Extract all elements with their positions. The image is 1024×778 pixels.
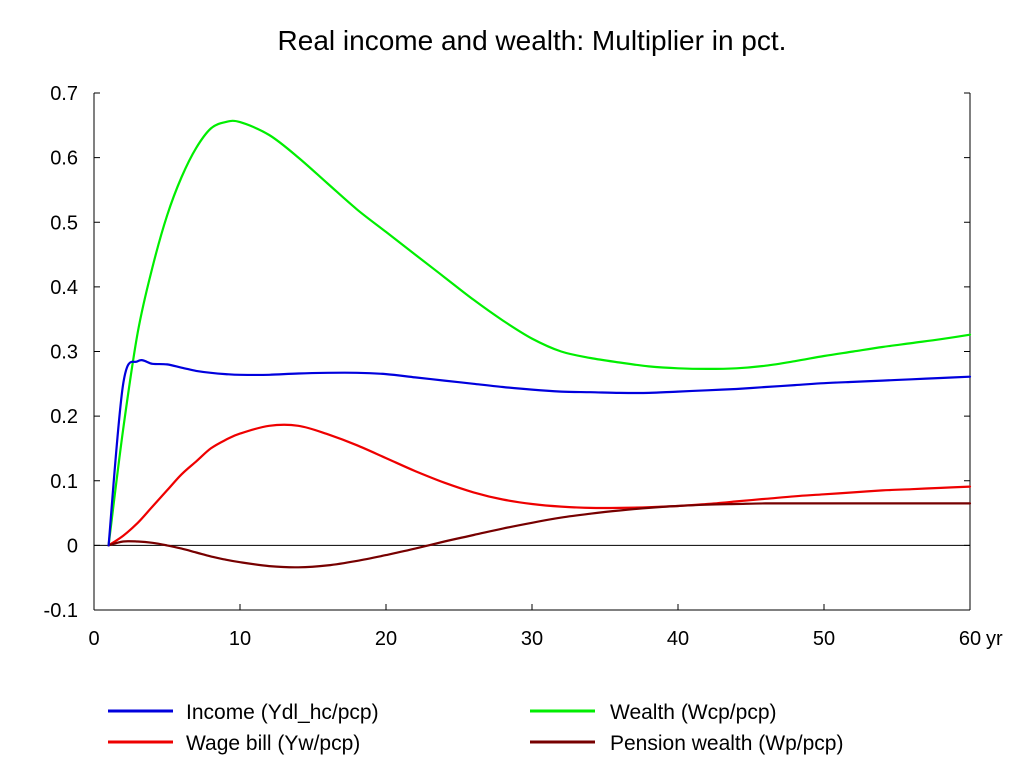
y-tick-label: 0.6	[50, 148, 78, 170]
x-tick-label: 20	[375, 628, 397, 650]
y-tick-label: 0.3	[50, 342, 78, 364]
legend-label-0: Income (Ydl_hc/pcp)	[186, 701, 379, 724]
series-line-2	[107, 423, 972, 547]
x-tick-label: 40	[667, 628, 689, 650]
y-tick-label: 0.1	[50, 471, 78, 493]
y-tick-label: 0.4	[50, 277, 78, 299]
legend-label-2: Wage bill (Yw/pcp)	[186, 732, 360, 755]
legend-label-1: Wealth (Wcp/pcp)	[610, 701, 777, 724]
y-tick-label: 0	[67, 535, 78, 557]
x-tick-label: 50	[813, 628, 835, 650]
x-tick-label: 30	[521, 628, 543, 650]
x-axis-unit-label: yr	[986, 628, 1003, 650]
series-line-3	[107, 502, 972, 569]
legend: Income (Ydl_hc/pcp) Wealth (Wcp/pcp) Wage …	[108, 701, 843, 755]
y-tick-label: 0.5	[50, 212, 78, 234]
series-line-0	[107, 359, 972, 547]
y-tick-label: 0.7	[50, 83, 78, 105]
y-tick-label: -0.1	[44, 600, 78, 622]
series-lines	[107, 119, 972, 569]
chart-title: Real income and wealth: Multiplier in pc…	[278, 25, 787, 56]
x-tick-label: 10	[229, 628, 251, 650]
legend-label-3: Pension wealth (Wp/pcp)	[610, 732, 843, 755]
series-line-1	[107, 119, 972, 547]
x-tick-label: 60	[959, 628, 981, 650]
axes: -0.1 0 0.1 0.2 0.3 0.4 0.5 0.6 0.7 0 10 20 30 40 50 60 y…	[44, 83, 1003, 650]
x-tick-label: 0	[88, 628, 99, 650]
y-tick-label: 0.2	[50, 406, 78, 428]
